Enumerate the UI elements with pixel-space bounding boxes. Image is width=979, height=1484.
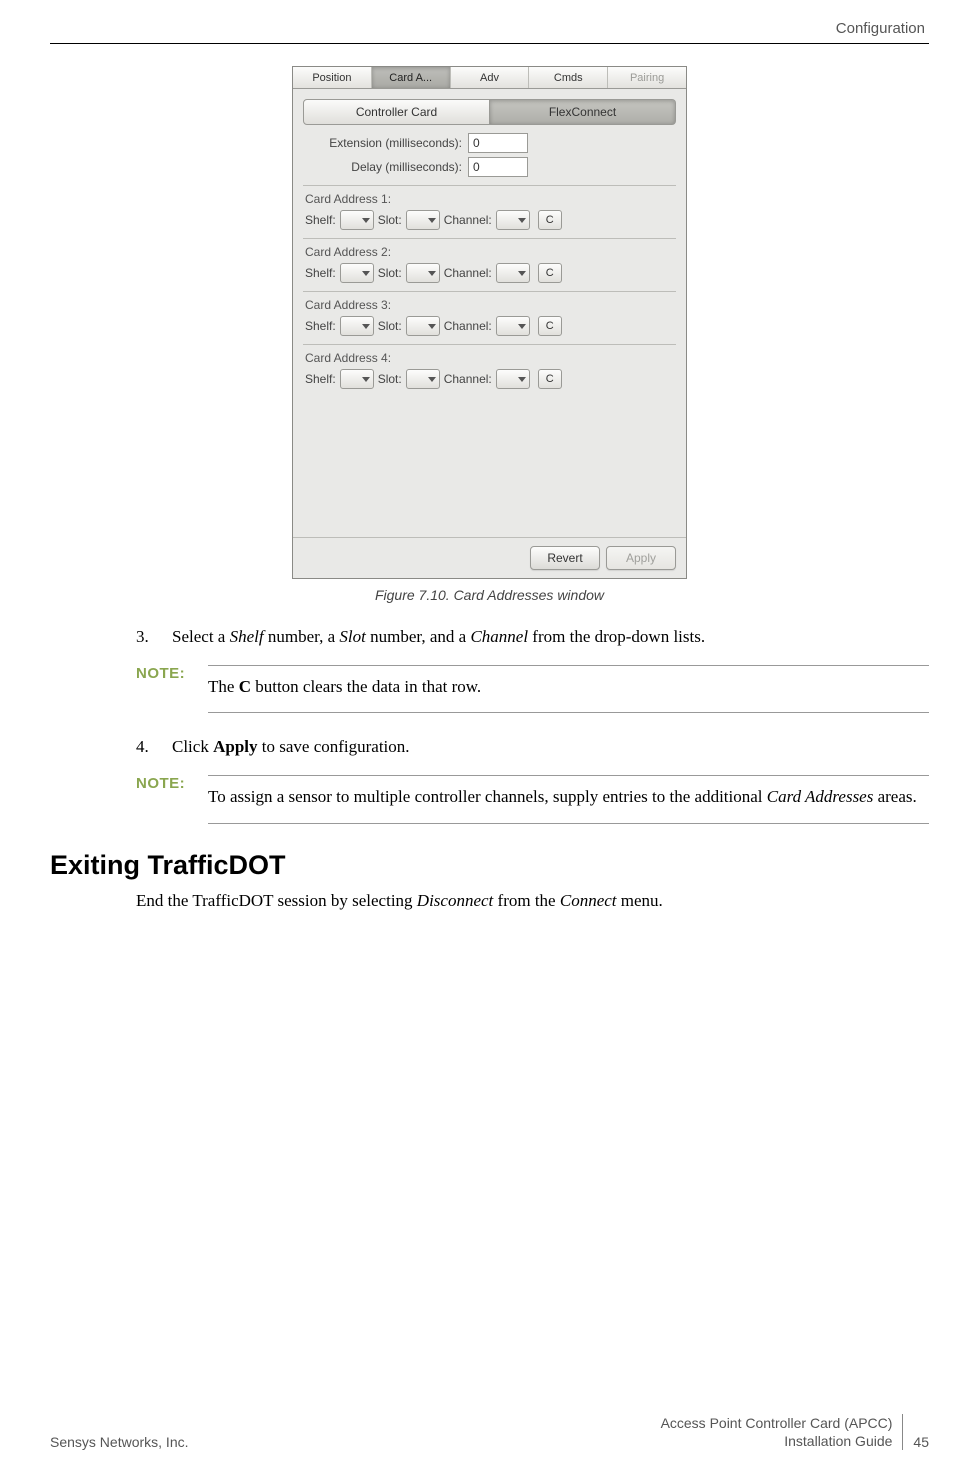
shelf-dropdown[interactable]: [340, 210, 374, 230]
extension-row: Extension (milliseconds): 0: [303, 133, 676, 153]
window-spacer: [303, 389, 676, 529]
extension-label: Extension (milliseconds):: [303, 136, 468, 150]
separator: [303, 238, 676, 239]
step-4: 4. Click Apply to save configuration.: [136, 735, 929, 759]
channel-label: Channel:: [444, 266, 492, 280]
slot-dropdown[interactable]: [406, 369, 440, 389]
apply-button: Apply: [606, 546, 676, 570]
slot-dropdown[interactable]: [406, 210, 440, 230]
chevron-down-icon: [362, 218, 370, 223]
channel-label: Channel:: [444, 319, 492, 333]
extension-input[interactable]: 0: [468, 133, 528, 153]
chevron-down-icon: [362, 377, 370, 382]
card-address-4-row: Shelf: Slot: Channel: C: [303, 369, 676, 389]
revert-button[interactable]: Revert: [530, 546, 600, 570]
chevron-down-icon: [428, 324, 436, 329]
note-label: NOTE:: [136, 773, 185, 794]
content-area: 3. Select a Shelf number, a Slot number,…: [50, 625, 929, 824]
section-body: End the TrafficDOT session by selecting …: [50, 891, 929, 911]
delay-input[interactable]: 0: [468, 157, 528, 177]
note-text: The C button clears the data in that row…: [208, 677, 481, 696]
header-rule: [50, 43, 929, 44]
header-section-label: Configuration: [50, 20, 929, 43]
figure-caption: Figure 7.10. Card Addresses window: [50, 587, 929, 603]
shelf-label: Shelf:: [305, 266, 336, 280]
separator: [303, 291, 676, 292]
chevron-down-icon: [428, 271, 436, 276]
slot-dropdown[interactable]: [406, 263, 440, 283]
chevron-down-icon: [362, 271, 370, 276]
clear-button[interactable]: C: [538, 210, 562, 230]
note-label: NOTE:: [136, 663, 185, 684]
footer-left: Sensys Networks, Inc.: [50, 1434, 189, 1450]
subtab-flexconnect[interactable]: FlexConnect: [490, 99, 676, 125]
window-body: Extension (milliseconds): 0 Delay (milli…: [293, 133, 686, 537]
separator: [303, 344, 676, 345]
channel-dropdown[interactable]: [496, 316, 530, 336]
channel-label: Channel:: [444, 213, 492, 227]
tab-adv[interactable]: Adv: [451, 67, 530, 88]
window-footer: Revert Apply: [293, 538, 686, 578]
step-number: 3.: [136, 625, 172, 649]
separator: [303, 185, 676, 186]
card-address-2-title: Card Address 2:: [303, 245, 676, 259]
note-1: NOTE: The C button clears the data in th…: [136, 665, 929, 713]
note-2: NOTE: To assign a sensor to multiple con…: [136, 775, 929, 823]
slot-label: Slot:: [378, 319, 402, 333]
tab-position[interactable]: Position: [293, 67, 372, 88]
card-address-1-title: Card Address 1:: [303, 192, 676, 206]
window-tabbar: Position Card A... Adv Cmds Pairing: [293, 67, 686, 89]
note-text: To assign a sensor to multiple controlle…: [208, 787, 917, 806]
card-address-1-row: Shelf: Slot: Channel: C: [303, 210, 676, 230]
card-address-4-title: Card Address 4:: [303, 351, 676, 365]
channel-label: Channel:: [444, 372, 492, 386]
step-number: 4.: [136, 735, 172, 759]
shelf-dropdown[interactable]: [340, 369, 374, 389]
channel-dropdown[interactable]: [496, 210, 530, 230]
clear-button[interactable]: C: [538, 369, 562, 389]
footer-doc-title: Access Point Controller Card (APCC) Inst…: [661, 1414, 893, 1450]
shelf-dropdown[interactable]: [340, 316, 374, 336]
chevron-down-icon: [362, 324, 370, 329]
chevron-down-icon: [518, 377, 526, 382]
card-addresses-window: Position Card A... Adv Cmds Pairing Cont…: [292, 66, 687, 579]
shelf-dropdown[interactable]: [340, 263, 374, 283]
chevron-down-icon: [518, 218, 526, 223]
shelf-label: Shelf:: [305, 213, 336, 227]
chevron-down-icon: [428, 218, 436, 223]
clear-button[interactable]: C: [538, 263, 562, 283]
channel-dropdown[interactable]: [496, 369, 530, 389]
subtab-controller-card[interactable]: Controller Card: [303, 99, 490, 125]
clear-button[interactable]: C: [538, 316, 562, 336]
slot-label: Slot:: [378, 213, 402, 227]
page-footer: Sensys Networks, Inc. Access Point Contr…: [50, 1414, 929, 1450]
section-heading: Exiting TrafficDOT: [50, 850, 929, 881]
chevron-down-icon: [428, 377, 436, 382]
footer-divider: [902, 1414, 903, 1450]
slot-dropdown[interactable]: [406, 316, 440, 336]
footer-right: Access Point Controller Card (APCC) Inst…: [661, 1414, 929, 1450]
step-text: Select a Shelf number, a Slot number, an…: [172, 625, 705, 649]
step-3: 3. Select a Shelf number, a Slot number,…: [136, 625, 929, 649]
tab-pairing: Pairing: [608, 67, 686, 88]
card-address-3-row: Shelf: Slot: Channel: C: [303, 316, 676, 336]
slot-label: Slot:: [378, 372, 402, 386]
channel-dropdown[interactable]: [496, 263, 530, 283]
shelf-label: Shelf:: [305, 319, 336, 333]
footer-page-number: 45: [913, 1434, 929, 1450]
slot-label: Slot:: [378, 266, 402, 280]
chevron-down-icon: [518, 324, 526, 329]
card-address-3-title: Card Address 3:: [303, 298, 676, 312]
chevron-down-icon: [518, 271, 526, 276]
figure-wrap: Position Card A... Adv Cmds Pairing Cont…: [50, 66, 929, 579]
card-address-2-row: Shelf: Slot: Channel: C: [303, 263, 676, 283]
window-subtabbar: Controller Card FlexConnect: [303, 99, 676, 125]
tab-cmds[interactable]: Cmds: [529, 67, 608, 88]
tab-card-addresses[interactable]: Card A...: [372, 67, 451, 88]
page-container: Configuration Position Card A... Adv Cmd…: [0, 0, 979, 1484]
delay-row: Delay (milliseconds): 0: [303, 157, 676, 177]
shelf-label: Shelf:: [305, 372, 336, 386]
delay-label: Delay (milliseconds):: [303, 160, 468, 174]
step-text: Click Apply to save configuration.: [172, 735, 410, 759]
